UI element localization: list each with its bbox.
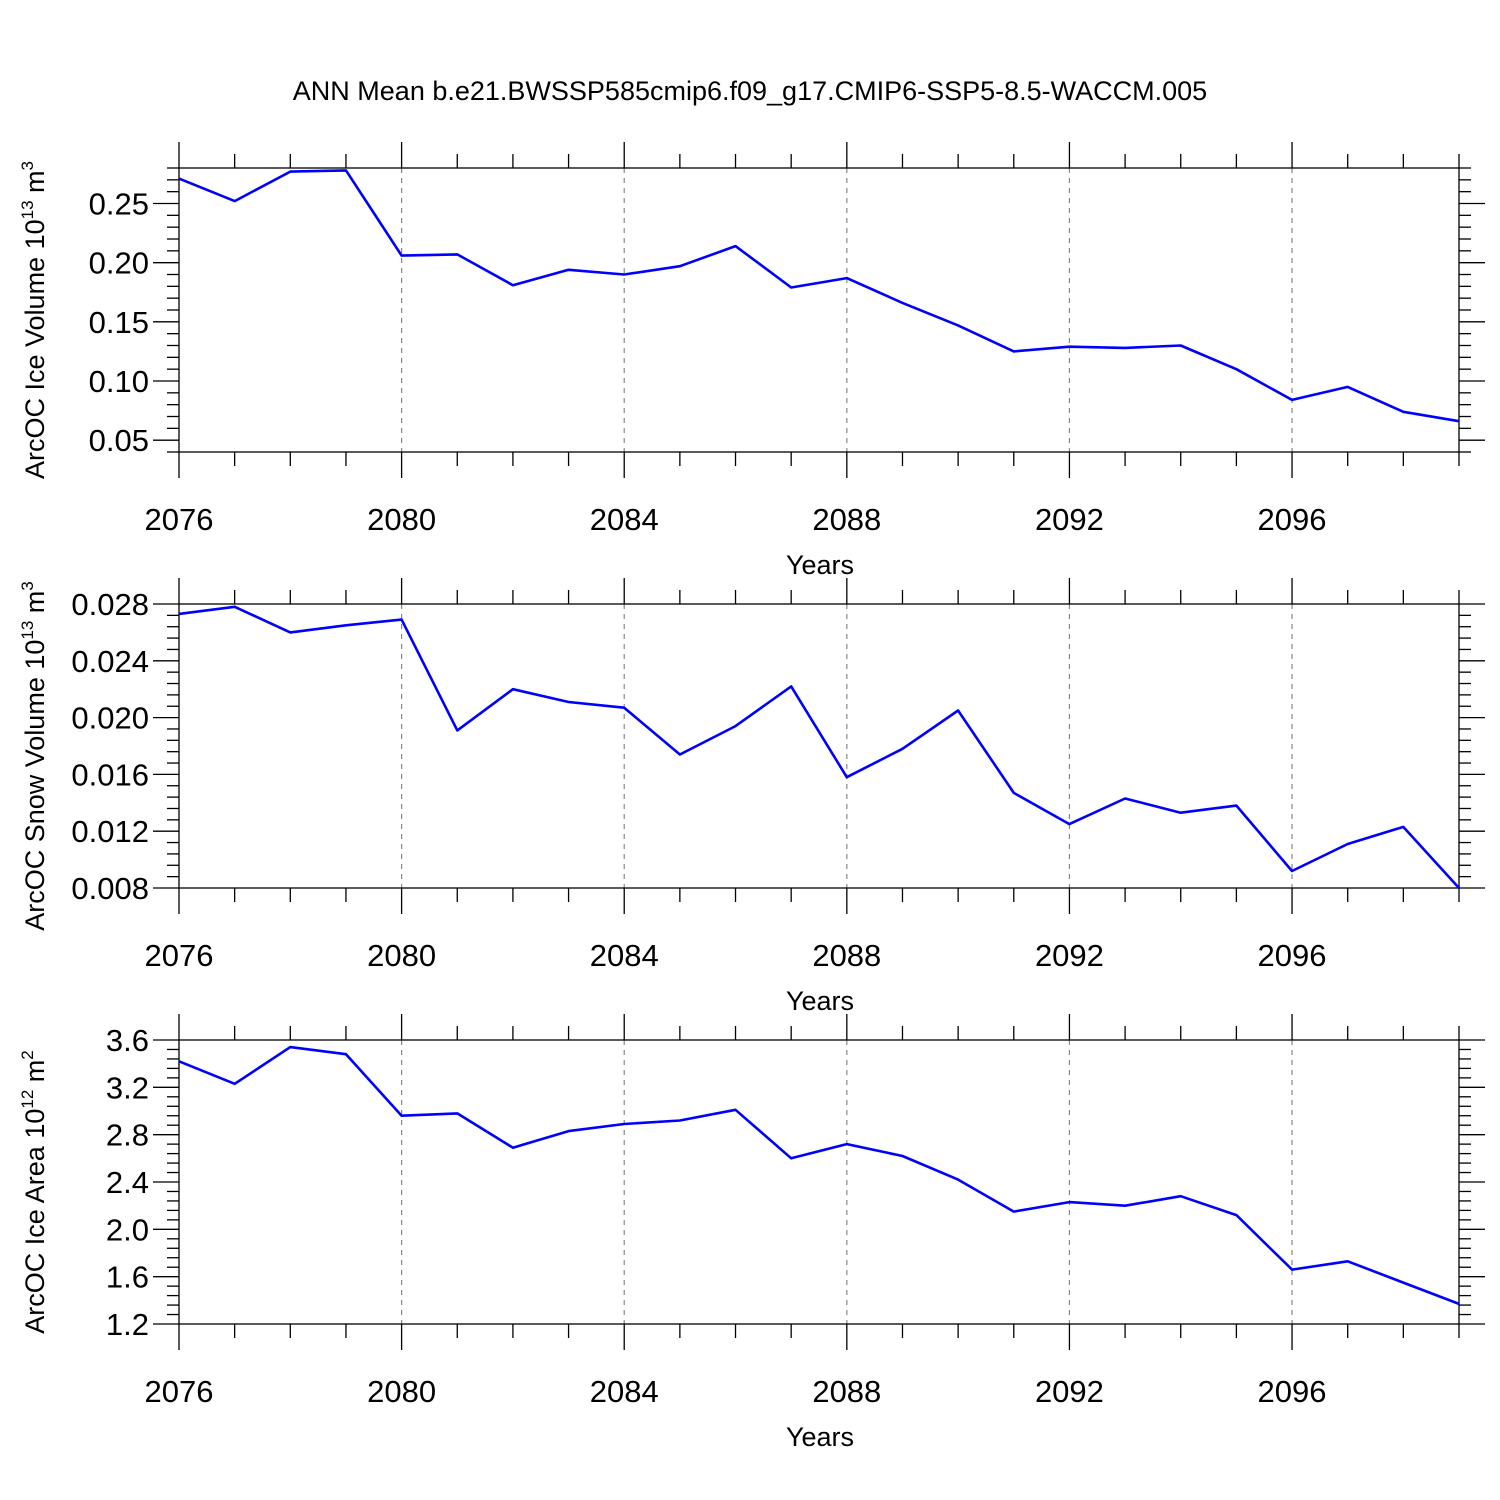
series-line-1 bbox=[178, 1045, 1460, 1306]
y-tick-label: 0.012 bbox=[71, 814, 149, 849]
y-tick-label: 3.6 bbox=[106, 1023, 149, 1058]
y-tick-label: 0.020 bbox=[71, 701, 149, 736]
x-tick-label: 2092 bbox=[1035, 1374, 1104, 1409]
y-axis-label-unit: m bbox=[20, 591, 50, 621]
y-axis-label-unit: m bbox=[20, 1060, 50, 1090]
x-axis-label: Years bbox=[786, 1422, 854, 1452]
x-tick-label: 2080 bbox=[367, 938, 436, 973]
x-tick-label: 2076 bbox=[145, 502, 214, 537]
y-axis-label-text: ArcOC Snow Volume 10 bbox=[20, 640, 50, 931]
y-tick-label: 3.2 bbox=[106, 1070, 149, 1105]
y-tick-label: 0.10 bbox=[89, 364, 149, 399]
y-axis-label-unit-exponent: 2 bbox=[18, 1050, 37, 1059]
y-tick-label: 0.008 bbox=[71, 871, 149, 906]
y-tick-label: 1.6 bbox=[106, 1260, 149, 1295]
y-tick-label: 0.024 bbox=[71, 644, 149, 679]
x-tick-label: 2084 bbox=[590, 938, 659, 973]
x-tick-label: 2076 bbox=[145, 938, 214, 973]
y-tick-label: 2.8 bbox=[106, 1118, 149, 1153]
y-axis-label-exponent: 13 bbox=[18, 621, 37, 640]
y-axis-label: ArcOC Ice Area 1012 m2 bbox=[18, 1050, 50, 1334]
y-tick-label: 0.016 bbox=[71, 757, 149, 792]
chart-panel-1: 2076 2080 2084 2088 2092 2096 0.05 0.10 0.15 0.20… bbox=[18, 142, 1485, 580]
y-axis-label-exponent: 12 bbox=[18, 1090, 37, 1109]
x-tick-label: 2092 bbox=[1035, 938, 1104, 973]
y-axis-label-text: ArcOC Ice Area 10 bbox=[20, 1109, 50, 1334]
figure-title: ANN Mean b.e21.BWSSP585cmip6.f09_g17.CMI… bbox=[293, 76, 1207, 106]
x-tick-label: 2092 bbox=[1035, 502, 1104, 537]
x-tick-label: 2096 bbox=[1258, 1374, 1327, 1409]
y-axis-label-unit-exponent: 3 bbox=[18, 581, 37, 590]
plot-frame bbox=[178, 603, 1460, 889]
x-tick-label: 2088 bbox=[812, 1374, 881, 1409]
y-tick-label: 0.20 bbox=[89, 246, 149, 281]
y-axis-label-text: ArcOC Ice Volume 10 bbox=[20, 219, 50, 479]
y-axis-label-unit-exponent: 3 bbox=[18, 161, 37, 170]
series-line-1 bbox=[178, 605, 1460, 889]
y-tick-label: 0.028 bbox=[71, 587, 149, 622]
y-tick-label: 0.25 bbox=[89, 187, 149, 222]
y-axis-label: ArcOC Ice Volume 1013 m3 bbox=[18, 161, 50, 479]
x-tick-label: 2096 bbox=[1258, 502, 1327, 537]
x-tick-label: 2076 bbox=[145, 1374, 214, 1409]
series-line-1 bbox=[178, 169, 1460, 423]
x-tick-label: 2088 bbox=[812, 502, 881, 537]
chart-panel-3: 2076 2080 2084 2088 2092 2096 1.2 1.6 2.0 2.4 2.8 3… bbox=[18, 1014, 1485, 1452]
x-tick-label: 2088 bbox=[812, 938, 881, 973]
x-axis-label: Years bbox=[786, 550, 854, 580]
x-tick-label: 2096 bbox=[1258, 938, 1327, 973]
y-tick-label: 0.15 bbox=[89, 305, 149, 340]
y-axis-label: ArcOC Snow Volume 1013 m3 bbox=[18, 581, 50, 931]
x-tick-label: 2084 bbox=[590, 502, 659, 537]
y-axis-label-exponent: 13 bbox=[18, 200, 37, 219]
x-axis-label: Years bbox=[786, 986, 854, 1016]
x-tick-label: 2080 bbox=[367, 1374, 436, 1409]
x-tick-label: 2080 bbox=[367, 502, 436, 537]
x-tick-label: 2084 bbox=[590, 1374, 659, 1409]
chart-panel-2: 2076 2080 2084 2088 2092 2096 0.008 0.012 0.016 0… bbox=[18, 578, 1485, 1016]
y-tick-label: 0.05 bbox=[89, 423, 149, 458]
y-tick-label: 2.0 bbox=[106, 1212, 149, 1247]
y-axis-label-unit: m bbox=[20, 170, 50, 200]
y-tick-label: 1.2 bbox=[106, 1307, 149, 1342]
y-tick-label: 2.4 bbox=[106, 1165, 149, 1200]
